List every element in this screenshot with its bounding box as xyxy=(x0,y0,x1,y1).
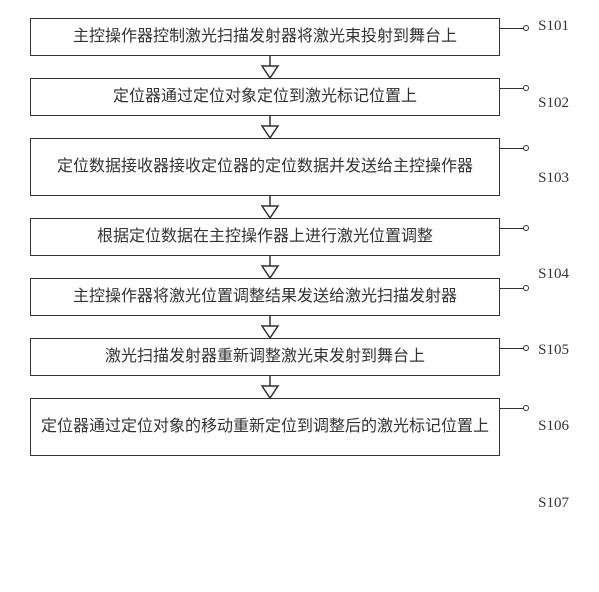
flowchart-container: 主控操作器控制激光扫描发射器将激光束投射到舞台上 定位器通过定位对象定位到激光标… xyxy=(0,18,599,456)
arrow-connector xyxy=(0,56,599,78)
connector-node xyxy=(523,85,529,91)
connector-node xyxy=(523,225,529,231)
step-row: 定位器通过定位对象定位到激光标记位置上 xyxy=(0,78,599,116)
step-text: 定位器通过定位对象的移动重新定位到调整后的激光标记位置上 xyxy=(41,416,489,438)
step-label-s107: S107 xyxy=(538,495,569,512)
arrow-connector xyxy=(0,376,599,398)
step-row: 定位器通过定位对象的移动重新定位到调整后的激光标记位置上 xyxy=(0,398,599,456)
step-row: 主控操作器控制激光扫描发射器将激光束投射到舞台上 xyxy=(0,18,599,56)
step-label-s104: S104 xyxy=(538,266,569,283)
step-row: 根据定位数据在主控操作器上进行激光位置调整 xyxy=(0,218,599,256)
step-box-s104: 根据定位数据在主控操作器上进行激光位置调整 xyxy=(30,218,500,256)
step-label-s101: S101 xyxy=(538,18,569,35)
step-label-s106: S106 xyxy=(538,418,569,435)
step-row: 激光扫描发射器重新调整激光束发射到舞台上 xyxy=(0,338,599,376)
step-box-s101: 主控操作器控制激光扫描发射器将激光束投射到舞台上 xyxy=(30,18,500,56)
connector-node xyxy=(523,405,529,411)
step-box-s105: 主控操作器将激光位置调整结果发送给激光扫描发射器 xyxy=(30,278,500,316)
arrow-connector xyxy=(0,196,599,218)
connector-node xyxy=(523,145,529,151)
arrow-connector xyxy=(0,116,599,138)
step-row: 主控操作器将激光位置调整结果发送给激光扫描发射器 xyxy=(0,278,599,316)
step-box-s106: 激光扫描发射器重新调整激光束发射到舞台上 xyxy=(30,338,500,376)
connector-node xyxy=(523,25,529,31)
step-label-s105: S105 xyxy=(538,342,569,359)
step-box-s103: 定位数据接收器接收定位器的定位数据并发送给主控操作器 xyxy=(30,138,500,196)
step-text: 定位器通过定位对象定位到激光标记位置上 xyxy=(113,86,417,108)
step-box-s102: 定位器通过定位对象定位到激光标记位置上 xyxy=(30,78,500,116)
arrow-connector xyxy=(0,256,599,278)
step-row: 定位数据接收器接收定位器的定位数据并发送给主控操作器 xyxy=(0,138,599,196)
step-label-s102: S102 xyxy=(538,95,569,112)
step-box-s107: 定位器通过定位对象的移动重新定位到调整后的激光标记位置上 xyxy=(30,398,500,456)
step-label-s103: S103 xyxy=(538,170,569,187)
connector-node xyxy=(523,285,529,291)
step-text: 根据定位数据在主控操作器上进行激光位置调整 xyxy=(97,226,433,248)
step-text: 定位数据接收器接收定位器的定位数据并发送给主控操作器 xyxy=(57,156,473,178)
connector-node xyxy=(523,345,529,351)
step-text: 激光扫描发射器重新调整激光束发射到舞台上 xyxy=(105,346,425,368)
step-text: 主控操作器控制激光扫描发射器将激光束投射到舞台上 xyxy=(73,26,457,48)
step-text: 主控操作器将激光位置调整结果发送给激光扫描发射器 xyxy=(73,286,457,308)
arrow-connector xyxy=(0,316,599,338)
